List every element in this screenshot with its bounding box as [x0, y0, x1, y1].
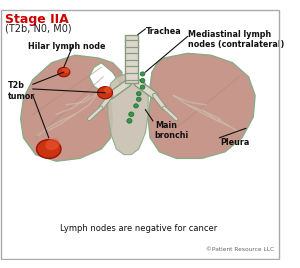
- Text: Lymph nodes are negative for cancer: Lymph nodes are negative for cancer: [60, 224, 218, 233]
- Text: Mediastinal lymph
nodes (contralateral): Mediastinal lymph nodes (contralateral): [188, 30, 284, 49]
- Ellipse shape: [98, 87, 112, 99]
- Text: ©Patient Resource LLC: ©Patient Resource LLC: [206, 247, 274, 252]
- Ellipse shape: [136, 92, 141, 96]
- Text: Stage IIA: Stage IIA: [5, 13, 68, 26]
- Text: Hilar lymph node: Hilar lymph node: [28, 42, 106, 51]
- FancyBboxPatch shape: [125, 35, 138, 83]
- Ellipse shape: [129, 112, 134, 117]
- Polygon shape: [108, 74, 148, 155]
- Ellipse shape: [58, 68, 70, 77]
- Ellipse shape: [127, 118, 132, 123]
- Ellipse shape: [140, 85, 145, 89]
- Ellipse shape: [134, 104, 138, 108]
- Polygon shape: [148, 53, 255, 158]
- Text: Trachea: Trachea: [146, 27, 182, 36]
- Polygon shape: [21, 55, 122, 161]
- Text: T2b
tumor: T2b tumor: [8, 81, 35, 101]
- Ellipse shape: [62, 68, 69, 73]
- Ellipse shape: [140, 72, 145, 76]
- Text: (T2b, N0, M0): (T2b, N0, M0): [5, 23, 71, 33]
- Ellipse shape: [45, 139, 60, 150]
- Ellipse shape: [140, 79, 145, 83]
- Ellipse shape: [104, 86, 112, 94]
- Ellipse shape: [136, 97, 141, 101]
- Text: Pleura: Pleura: [220, 138, 250, 147]
- Text: Main
bronchi: Main bronchi: [155, 121, 189, 140]
- Ellipse shape: [37, 140, 61, 158]
